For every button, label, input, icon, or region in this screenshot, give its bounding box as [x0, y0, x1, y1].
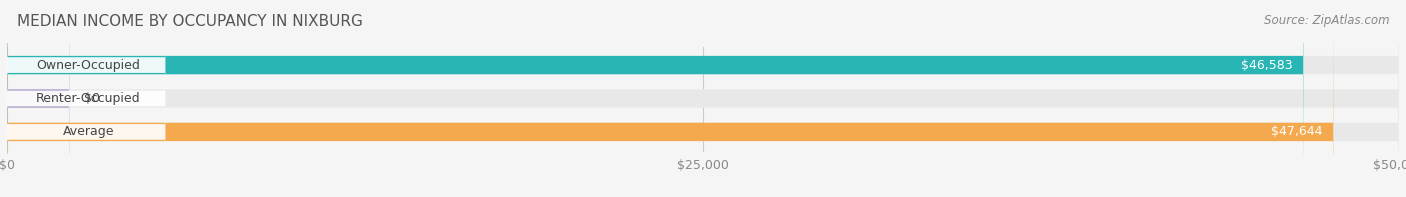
- Text: $0: $0: [83, 92, 100, 105]
- FancyBboxPatch shape: [6, 0, 166, 197]
- FancyBboxPatch shape: [7, 0, 1399, 197]
- Text: $47,644: $47,644: [1271, 125, 1322, 138]
- FancyBboxPatch shape: [7, 0, 1303, 197]
- FancyBboxPatch shape: [7, 0, 1399, 197]
- Text: Source: ZipAtlas.com: Source: ZipAtlas.com: [1264, 14, 1389, 27]
- Text: Average: Average: [63, 125, 114, 138]
- Text: Owner-Occupied: Owner-Occupied: [37, 59, 141, 72]
- Text: Renter-Occupied: Renter-Occupied: [37, 92, 141, 105]
- FancyBboxPatch shape: [6, 0, 166, 197]
- FancyBboxPatch shape: [7, 0, 70, 197]
- FancyBboxPatch shape: [7, 0, 1333, 197]
- Text: MEDIAN INCOME BY OCCUPANCY IN NIXBURG: MEDIAN INCOME BY OCCUPANCY IN NIXBURG: [17, 14, 363, 29]
- FancyBboxPatch shape: [7, 0, 1399, 197]
- Text: $46,583: $46,583: [1241, 59, 1292, 72]
- FancyBboxPatch shape: [6, 0, 166, 197]
